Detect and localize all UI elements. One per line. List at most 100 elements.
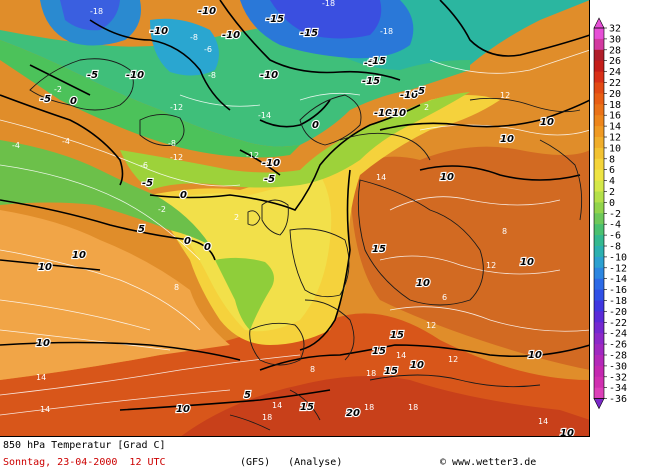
legend-tick-label: -30 (609, 361, 627, 372)
isotherm-label: -10 (222, 30, 240, 41)
isotherm-labels: -18 -10-10-15-15-18-18-5 -10-5-10-12-10-12… (12, 0, 575, 437)
legend-swatch (594, 137, 604, 149)
legend-swatch (594, 278, 604, 291)
legend-swatch (594, 28, 604, 40)
isotherm-label: 14 (272, 401, 282, 410)
isotherm-label: -10 (400, 90, 418, 101)
isotherm-label: -15 (362, 76, 380, 87)
legend-tick-label: -20 (609, 307, 627, 318)
legend-swatch (594, 93, 604, 105)
isotherm-label: -5 (40, 94, 51, 105)
isotherm-label: 10 (36, 338, 50, 349)
isotherm-label: -14 (258, 111, 271, 120)
isotherm-label: 18 (364, 403, 374, 412)
isotherm-label: 15 (372, 346, 386, 357)
isotherm-label: -4 (12, 141, 20, 150)
isotherm-label: -5 (142, 178, 153, 189)
temperature-map: -18 -10 -10 -15 -15 -18 -18 -5 -10 -5 -10 -12 -10 -12… (0, 0, 590, 437)
isotherm-label: 15 (390, 330, 404, 341)
isotherm-label: 14 (40, 405, 50, 414)
legend-ticks: 32302826242220181614121086420-2-4-6-8-10… (604, 24, 627, 405)
isotherm-label: 10 (72, 250, 86, 261)
isotherm-label: -8 (168, 139, 176, 148)
legend-tick-label: 12 (609, 133, 621, 144)
isotherm-label: 18 (262, 413, 272, 422)
isotherm-label: -10 (198, 6, 216, 17)
isotherm-label: 12 (448, 355, 458, 364)
isotherm-label: -10 (374, 108, 392, 119)
isotherm-label: -10 (150, 26, 168, 37)
legend-bottom-arrow (593, 398, 605, 410)
isotherm-label: 12 (500, 91, 510, 100)
isotherm-label: -18 (90, 7, 103, 16)
isotherm-label: 18 (408, 403, 418, 412)
legend-tick-label: 22 (609, 78, 621, 89)
coastlines (29, 58, 583, 431)
isotherm-label: 10 (176, 404, 190, 415)
isotherm-label: -10 (126, 70, 144, 81)
isotherm-label: 20 (346, 408, 360, 419)
isotherm-label: -6 (140, 161, 148, 170)
isotherm-label: 12 (426, 321, 436, 330)
isotherm-label: -12 (246, 151, 259, 160)
isotherm-label: 14 (396, 351, 406, 360)
isotherm-label: 10 (440, 172, 454, 183)
isotherm-label: 10 (560, 428, 574, 437)
legend-tick-label: 16 (609, 111, 621, 122)
legend-swatch (594, 235, 604, 247)
legend-tick-label: -16 (609, 285, 627, 296)
isotherm-label: 5 (244, 390, 251, 401)
legend-tick-label: -28 (609, 351, 627, 362)
legend-swatch (594, 71, 604, 83)
isotherm-label: 0 (312, 120, 319, 131)
legend-swatch (594, 311, 604, 323)
legend-tick-label: -10 (609, 252, 627, 263)
legend-swatch (594, 49, 604, 62)
isotherm-label: -18 (380, 27, 393, 36)
isotherm-label: 0 (204, 242, 211, 253)
legend-swatch (594, 224, 604, 236)
legend-swatch (594, 267, 604, 280)
isotherm-label: 15 (372, 244, 386, 255)
legend-swatch (594, 60, 604, 73)
legend-tick-label: 24 (609, 67, 621, 78)
legend-swatch (594, 289, 604, 301)
legend-swatch (594, 191, 604, 203)
isotherm-label: 10 (38, 262, 52, 273)
legend-swatch (594, 147, 604, 160)
legend-tick-label: -12 (609, 263, 627, 274)
legend-tick-label: -2 (609, 209, 621, 220)
map-date: Sonntag, 23-04-2000 12 UTC (3, 457, 166, 468)
legend-swatch (594, 333, 604, 345)
isotherm-label: 12 (486, 261, 496, 270)
legend-swatch (594, 387, 604, 400)
legend-tick-label: -6 (609, 231, 621, 242)
isotherm-label: 8 (502, 227, 507, 236)
legend-tick-label: 30 (609, 34, 621, 45)
legend-tick-label: -18 (609, 296, 627, 307)
legend-tick-label: -24 (609, 329, 627, 340)
map-title: 850 hPa Temperatur [Grad C] (3, 440, 166, 451)
isotherm-label: -2 (54, 85, 62, 94)
isotherm-label: -8 (190, 33, 198, 42)
legend-swatch (594, 158, 604, 171)
legend-tick-label: 10 (609, 143, 621, 154)
legend-swatch (594, 376, 604, 389)
legend-swatch (594, 213, 604, 225)
copyright-link[interactable]: © www.wetter3.de (440, 457, 537, 468)
isotherm-label: -12 (170, 153, 183, 162)
isotherm-label: -15 (266, 14, 284, 25)
legend-tick-label: 8 (609, 154, 615, 165)
isotherm-label: 15 (300, 402, 314, 413)
isotherm-label: 18 (366, 369, 376, 378)
isotherm-label: 10 (416, 278, 430, 289)
isotherm-label: 0 (70, 96, 77, 107)
isotherm-label: -2 (158, 205, 166, 214)
legend-swatch (594, 38, 604, 51)
legend-tick-label: 28 (609, 45, 621, 56)
legend-swatch (594, 355, 604, 367)
isotherm-label: 14 (36, 373, 46, 382)
isotherm-label: 0 (180, 190, 187, 201)
legend-tick-label: 0 (609, 198, 615, 209)
legend-swatch (594, 344, 604, 356)
